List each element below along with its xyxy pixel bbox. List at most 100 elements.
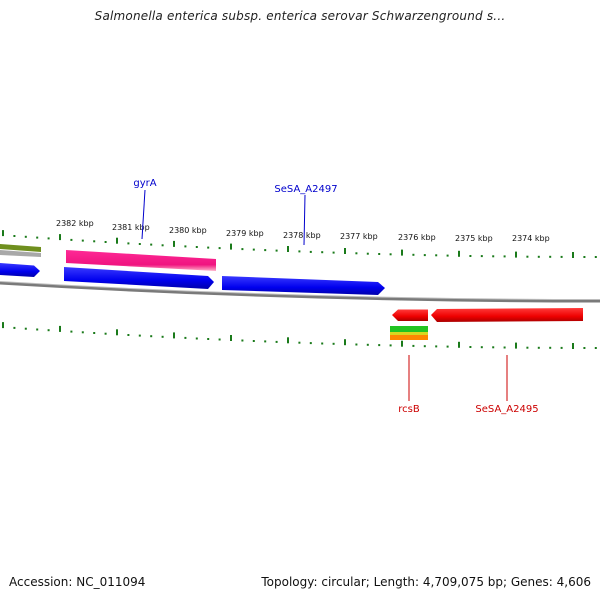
forward-tick xyxy=(241,248,244,251)
forward-tick xyxy=(423,254,426,257)
reverse-tick xyxy=(24,327,27,330)
reverse-tick xyxy=(355,343,358,346)
reverse-tick xyxy=(138,334,141,337)
scale-label: 2381 kbp xyxy=(112,223,150,232)
reverse-tick xyxy=(572,343,574,349)
feature-yellow xyxy=(390,332,428,335)
forward-tick xyxy=(515,251,517,258)
feature-olive-partial xyxy=(0,244,41,252)
cds-SeSA_A2495[interactable] xyxy=(431,308,583,322)
cds-gyrA[interactable] xyxy=(64,267,214,289)
forward-tick xyxy=(264,249,267,252)
reverse-tick xyxy=(207,338,210,340)
forward-tick xyxy=(378,253,381,255)
scale-label: 2376 kbp xyxy=(398,233,436,242)
reverse-tick xyxy=(537,346,540,349)
reverse-tick xyxy=(195,337,198,340)
forward-tick xyxy=(116,237,118,244)
forward-tick xyxy=(173,240,175,247)
forward-tick xyxy=(127,242,130,245)
scale-label: 2374 kbp xyxy=(512,234,550,243)
forward-tick xyxy=(218,247,221,250)
reverse-tick xyxy=(127,334,130,336)
cds-forward-partial[interactable] xyxy=(0,263,40,277)
reverse-tick xyxy=(401,340,403,347)
forward-tick xyxy=(321,251,324,254)
reverse-tick xyxy=(116,329,118,336)
forward-tick xyxy=(70,238,73,241)
scale-label: 2378 kbp xyxy=(283,231,321,240)
reverse-tick xyxy=(309,342,312,345)
forward-tick xyxy=(469,255,472,257)
forward-tick xyxy=(184,245,187,248)
forward-tick xyxy=(549,255,552,258)
reverse-tick xyxy=(264,340,267,343)
forward-tick xyxy=(2,230,4,237)
scale-label: 2382 kbp xyxy=(56,219,94,228)
forward-tick xyxy=(161,244,164,247)
cds-SeSA_A2497[interactable] xyxy=(222,276,385,295)
reverse-tick xyxy=(560,346,563,349)
forward-tick xyxy=(59,234,61,241)
forward-tick xyxy=(252,248,255,251)
genome-backbone-highlight xyxy=(0,281,600,300)
forward-tick xyxy=(298,250,301,253)
forward-tick xyxy=(47,237,50,240)
feature-orange xyxy=(390,335,428,340)
genome-summary-text: Topology: circular; Length: 4,709,075 bp… xyxy=(261,575,591,589)
reverse-tick xyxy=(526,346,529,349)
forward-tick xyxy=(230,243,232,250)
leader-gyrA xyxy=(141,189,146,240)
reverse-tick xyxy=(287,337,289,344)
reverse-tick xyxy=(332,342,335,345)
forward-tick xyxy=(93,240,96,243)
forward-tick xyxy=(458,250,460,257)
reverse-tick xyxy=(47,329,50,332)
reverse-tick xyxy=(184,336,187,339)
reverse-tick xyxy=(150,335,153,338)
forward-tick xyxy=(332,251,335,254)
forward-tick-track xyxy=(2,230,597,258)
reverse-tick xyxy=(594,347,597,349)
forward-tick xyxy=(435,254,438,257)
forward-tick xyxy=(287,246,289,252)
forward-tick xyxy=(594,256,597,258)
forward-tick xyxy=(572,252,574,258)
leader-SeSA_A2497 xyxy=(303,194,306,246)
forward-tick xyxy=(150,243,153,246)
forward-tick xyxy=(389,253,392,256)
reverse-tick xyxy=(173,332,175,339)
forward-tick xyxy=(412,253,415,256)
forward-tick xyxy=(526,255,529,258)
forward-tick xyxy=(480,255,483,258)
reverse-tick-track xyxy=(2,322,597,349)
forward-tick xyxy=(24,235,27,238)
reverse-tick xyxy=(2,322,4,329)
reverse-tick xyxy=(161,335,164,338)
genome-title: Salmonella enterica subsp. enterica sero… xyxy=(94,9,506,23)
reverse-tick xyxy=(241,339,244,342)
reverse-tick xyxy=(469,346,472,348)
forward-tick xyxy=(446,254,449,257)
forward-tick xyxy=(275,249,278,252)
forward-tick xyxy=(13,235,16,237)
reverse-tick xyxy=(435,345,438,348)
reverse-tick xyxy=(423,345,426,348)
forward-tick xyxy=(36,236,39,239)
cds-rcsB[interactable] xyxy=(392,309,428,322)
forward-tick xyxy=(138,243,141,245)
reverse-tick xyxy=(378,344,381,347)
reverse-tick xyxy=(81,331,84,334)
scale-labels: 2382 kbp 2381 kbp 2380 kbp 2379 kbp 2378… xyxy=(56,219,550,243)
reverse-tick xyxy=(344,339,346,346)
scale-label: 2380 kbp xyxy=(169,226,207,235)
reverse-tick xyxy=(13,326,16,329)
forward-tick xyxy=(537,255,540,258)
reverse-tick xyxy=(298,341,301,344)
reverse-tick xyxy=(412,344,415,347)
scale-label: 2379 kbp xyxy=(226,229,264,238)
gene-label-rcsB: rcsB xyxy=(398,404,420,415)
reverse-tick xyxy=(515,342,517,349)
reverse-tick xyxy=(59,325,61,332)
